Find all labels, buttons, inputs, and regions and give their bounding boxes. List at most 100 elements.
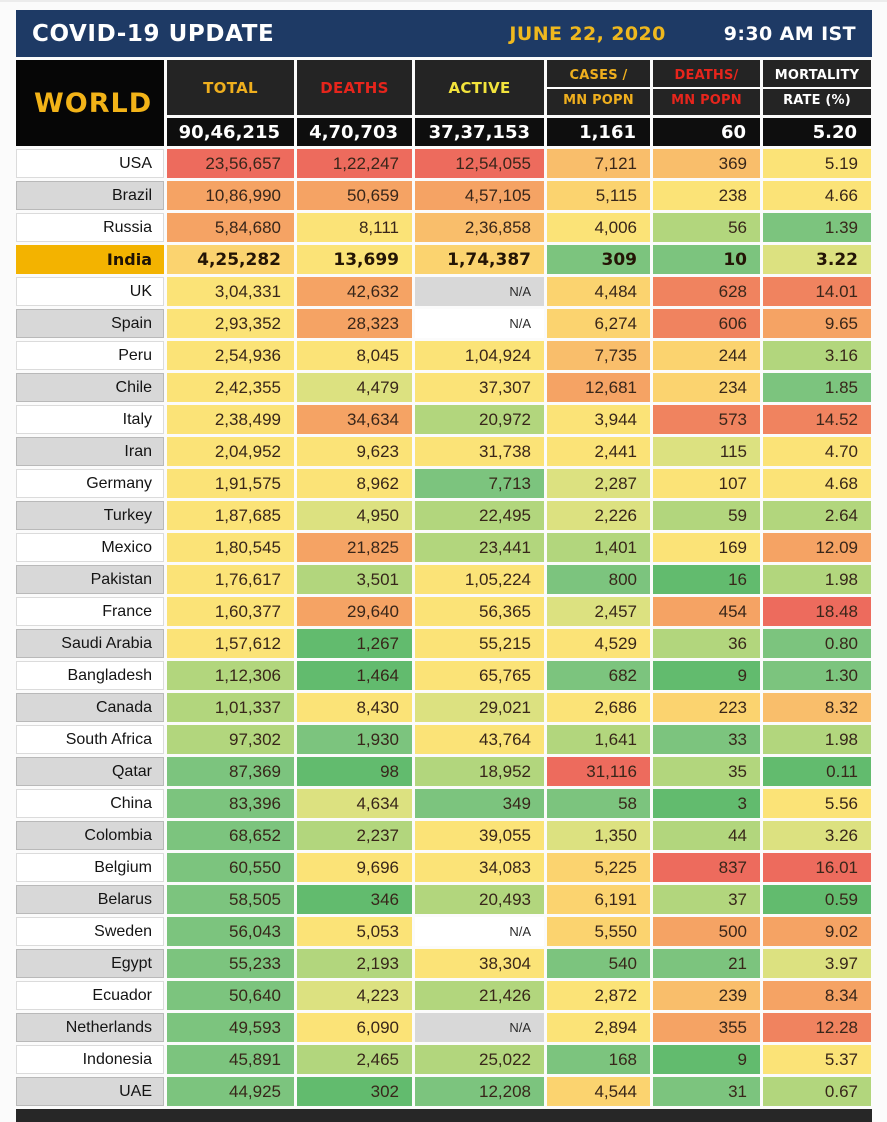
- value-cell: 1,01,337: [167, 693, 294, 722]
- value-cell: 1,80,545: [167, 533, 294, 562]
- country-label: Netherlands: [16, 1013, 164, 1042]
- value-cell: 21: [653, 949, 760, 978]
- value-cell: 2,38,499: [167, 405, 294, 434]
- country-label: Iran: [16, 437, 164, 466]
- value-cell: 1,350: [547, 821, 650, 850]
- value-cell: 3.16: [763, 341, 871, 370]
- value-cell: 0.80: [763, 629, 871, 658]
- value-cell: 2,93,352: [167, 309, 294, 338]
- value-cell: 23,441: [415, 533, 544, 562]
- data-grid: WORLD TOTAL DEATHS ACTIVE CASES / MN POPN DEA…: [16, 60, 872, 1106]
- value-cell: 4,529: [547, 629, 650, 658]
- value-cell: 6,090: [297, 1013, 412, 1042]
- country-label: USA: [16, 149, 164, 178]
- value-cell: N/A: [415, 1013, 544, 1042]
- value-cell: 3.22: [763, 245, 871, 274]
- value-cell: 13,699: [297, 245, 412, 274]
- value-cell: 31,116: [547, 757, 650, 786]
- value-cell: 14.01: [763, 277, 871, 306]
- title-bar: COVID-19 UPDATE JUNE 22, 2020 9:30 AM IS…: [16, 10, 872, 57]
- value-cell: 540: [547, 949, 650, 978]
- value-cell: 18,952: [415, 757, 544, 786]
- country-label: UK: [16, 277, 164, 306]
- country-label: Belarus: [16, 885, 164, 914]
- value-cell: 606: [653, 309, 760, 338]
- value-cell: 369: [653, 149, 760, 178]
- value-cell: 1,267: [297, 629, 412, 658]
- value-cell: 44: [653, 821, 760, 850]
- value-cell: 8,111: [297, 213, 412, 242]
- value-cell: 59: [653, 501, 760, 530]
- value-cell: 98: [297, 757, 412, 786]
- value-cell: 6,191: [547, 885, 650, 914]
- value-cell: 4,006: [547, 213, 650, 242]
- value-cell: 8,430: [297, 693, 412, 722]
- value-cell: 7,713: [415, 469, 544, 498]
- country-label: Germany: [16, 469, 164, 498]
- value-cell: 2,36,858: [415, 213, 544, 242]
- world-header-cell: WORLD: [16, 60, 164, 146]
- value-cell: 238: [653, 181, 760, 210]
- page-title: COVID-19 UPDATE: [32, 20, 275, 47]
- value-cell: 43,764: [415, 725, 544, 754]
- value-cell: 682: [547, 661, 650, 690]
- value-cell: 34,634: [297, 405, 412, 434]
- value-cell: 346: [297, 885, 412, 914]
- value-cell: 4,223: [297, 981, 412, 1010]
- value-cell: 349: [415, 789, 544, 818]
- value-cell: 2,226: [547, 501, 650, 530]
- value-cell: 2,872: [547, 981, 650, 1010]
- country-label: Colombia: [16, 821, 164, 850]
- value-cell: 22,495: [415, 501, 544, 530]
- value-cell: 573: [653, 405, 760, 434]
- value-cell: 9: [653, 661, 760, 690]
- value-cell: 50,659: [297, 181, 412, 210]
- country-label: India: [16, 245, 164, 274]
- value-cell: 2,287: [547, 469, 650, 498]
- country-label: Spain: [16, 309, 164, 338]
- value-cell: 4,25,282: [167, 245, 294, 274]
- value-cell: 55,215: [415, 629, 544, 658]
- value-cell: 309: [547, 245, 650, 274]
- value-cell: 2,686: [547, 693, 650, 722]
- value-cell: 49,593: [167, 1013, 294, 1042]
- value-cell: 56: [653, 213, 760, 242]
- value-cell: 239: [653, 981, 760, 1010]
- infographic: COVID-19 UPDATE JUNE 22, 2020 9:30 AM IS…: [16, 10, 872, 1122]
- value-cell: 1,76,617: [167, 565, 294, 594]
- value-cell: 3,944: [547, 405, 650, 434]
- country-label: Chile: [16, 373, 164, 402]
- value-cell: 3.97: [763, 949, 871, 978]
- value-cell: 68,652: [167, 821, 294, 850]
- value-cell: 23,56,657: [167, 149, 294, 178]
- value-cell: 5,053: [297, 917, 412, 946]
- time-label: 9:30 AM IST: [723, 22, 856, 45]
- value-cell: 44,925: [167, 1077, 294, 1106]
- value-cell: 1,464: [297, 661, 412, 690]
- value-cell: 9,623: [297, 437, 412, 466]
- value-cell: 244: [653, 341, 760, 370]
- value-cell: 3: [653, 789, 760, 818]
- value-cell: 21,825: [297, 533, 412, 562]
- world-value-2: 4,70,703: [297, 118, 412, 146]
- value-cell: 2,894: [547, 1013, 650, 1042]
- country-label: Peru: [16, 341, 164, 370]
- value-cell: 2.64: [763, 501, 871, 530]
- column-header-2: DEATHS: [297, 60, 412, 115]
- value-cell: 65,765: [415, 661, 544, 690]
- value-cell: 4,57,105: [415, 181, 544, 210]
- value-cell: 1,930: [297, 725, 412, 754]
- value-cell: 1,04,924: [415, 341, 544, 370]
- value-cell: 6,274: [547, 309, 650, 338]
- value-cell: 12,681: [547, 373, 650, 402]
- world-value-4: 1,161: [547, 118, 650, 146]
- value-cell: 628: [653, 277, 760, 306]
- value-cell: 10,86,990: [167, 181, 294, 210]
- country-label: Brazil: [16, 181, 164, 210]
- value-cell: 234: [653, 373, 760, 402]
- value-cell: 16: [653, 565, 760, 594]
- value-cell: 16.01: [763, 853, 871, 882]
- value-cell: 169: [653, 533, 760, 562]
- value-cell: 45,891: [167, 1045, 294, 1074]
- value-cell: 60,550: [167, 853, 294, 882]
